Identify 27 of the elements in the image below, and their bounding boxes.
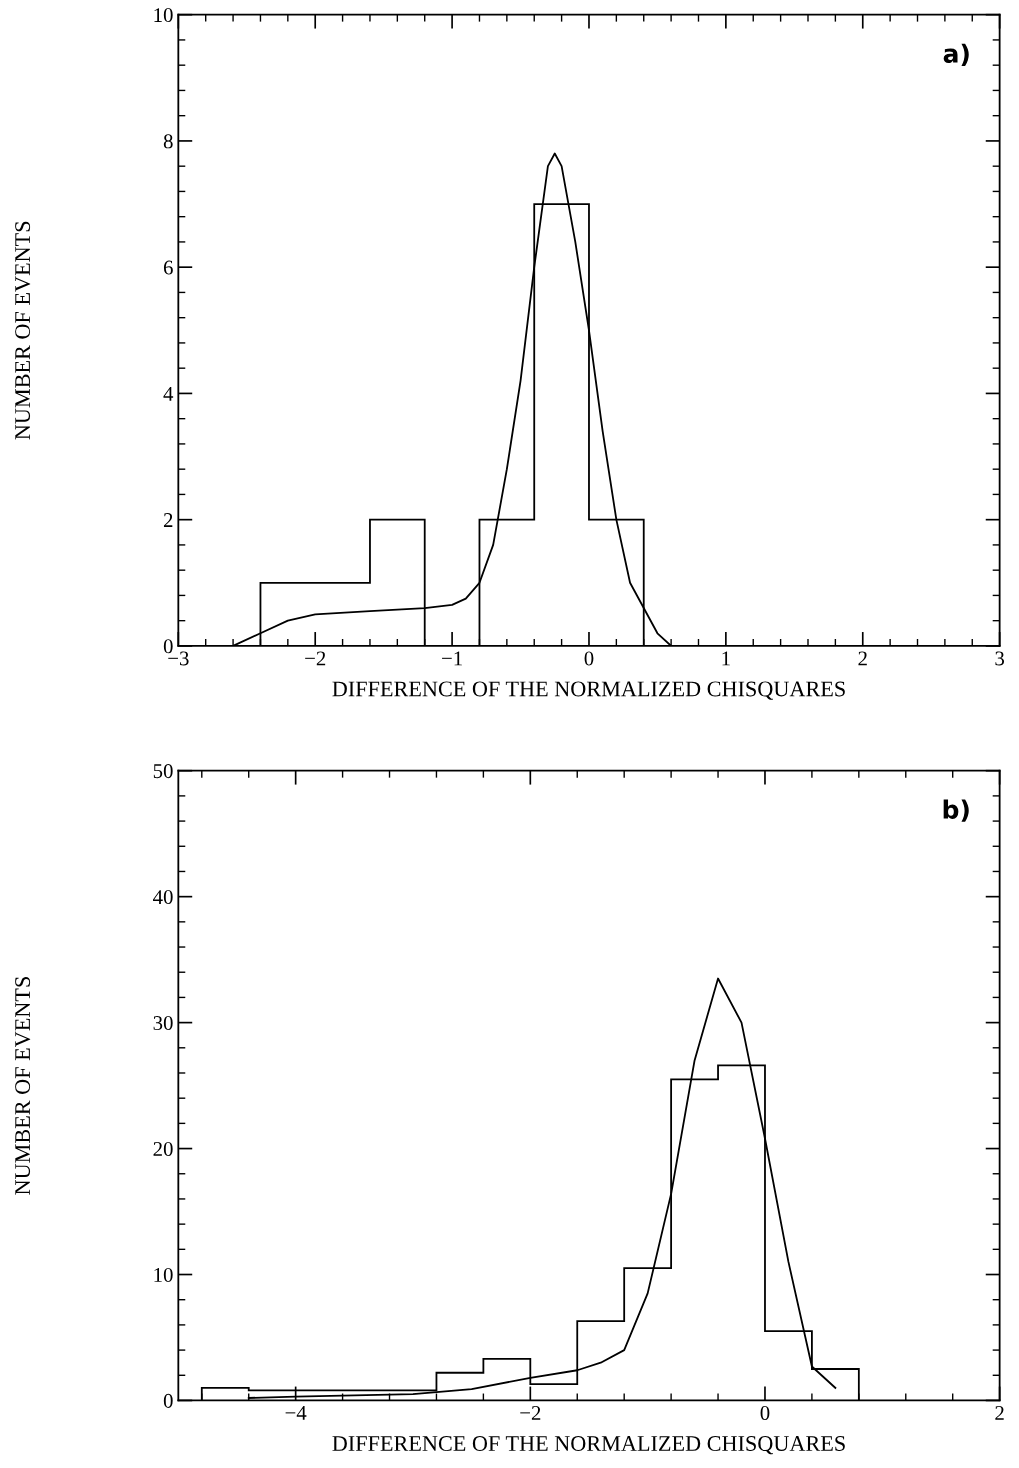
y-tick-label: 0	[163, 1393, 173, 1408]
x-tick-label: 0	[760, 1405, 770, 1420]
x-tick-label: −4	[285, 1406, 307, 1420]
annotation: b)	[943, 799, 969, 822]
annotation: a)	[943, 43, 969, 66]
x-tick-label: 2	[995, 1405, 1004, 1420]
x-axis-title: DIFFERENCE OF THE NORMALIZED CHISQUARES	[332, 1436, 845, 1455]
y-tick-label: 20	[153, 1141, 173, 1156]
y-tick-label: 4	[163, 386, 174, 401]
x-tick-label: 1	[722, 651, 730, 666]
y-axis-title: NUMBER OF EVENTS	[15, 221, 31, 440]
y-tick-label: 10	[154, 1267, 173, 1282]
x-tick-label: 0	[584, 651, 594, 666]
y-tick-label: 30	[153, 1015, 173, 1031]
y-tick-label: 2	[163, 513, 173, 527]
x-tick-label: −2	[305, 651, 326, 666]
x-tick-label: −1	[442, 651, 462, 666]
x-tick-label: 3	[995, 651, 1005, 666]
x-axis-title: DIFFERENCE OF THE NORMALIZED CHISQUARES	[332, 681, 845, 700]
x-tick-label: 2	[858, 651, 867, 666]
y-tick-label: 8	[163, 134, 173, 149]
x-tick-label: −2	[520, 1405, 541, 1420]
y-axis-title: NUMBER OF EVENTS	[15, 977, 31, 1195]
y-tick-label: 6	[163, 260, 173, 275]
y-tick-label: 50	[153, 764, 173, 779]
y-tick-label: 10	[154, 8, 173, 23]
y-tick-label: 40	[153, 890, 173, 905]
